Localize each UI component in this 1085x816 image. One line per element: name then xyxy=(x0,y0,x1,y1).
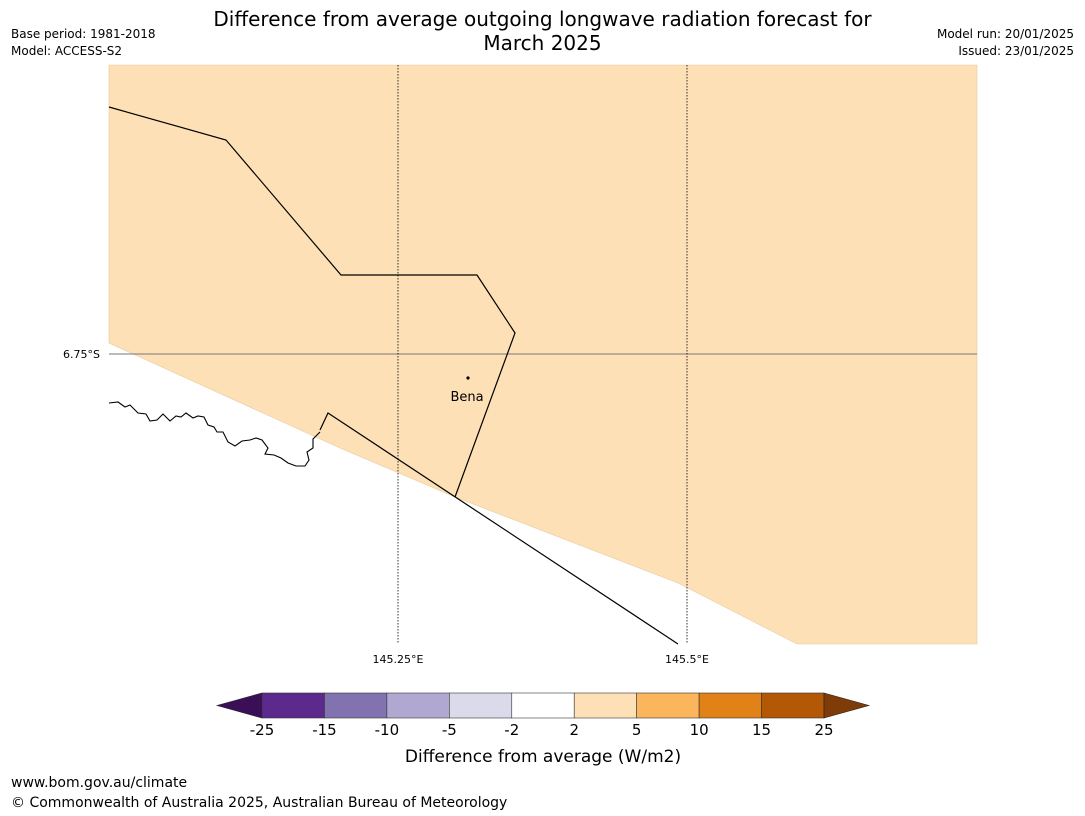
place-label-bena: Bena xyxy=(450,390,483,405)
district-boundary-south xyxy=(319,412,679,645)
meta-left: Base period: 1981-2018 Model: ACCESS-S2 xyxy=(11,26,156,60)
footer-copyright: © Commonwealth of Australia 2025, Austra… xyxy=(11,795,508,811)
colorbar-tick-label: -2 xyxy=(504,721,519,739)
colorbar-tick-label: 2 xyxy=(569,721,579,739)
base-period: Base period: 1981-2018 xyxy=(11,27,156,41)
colorbar-cell xyxy=(636,692,700,719)
model-run: Model run: 20/01/2025 xyxy=(936,27,1074,41)
colorbar-cell xyxy=(261,692,325,719)
meta-right: Model run: 20/01/2025 Issued: 23/01/2025 xyxy=(937,26,1074,60)
footer-url: www.bom.gov.au/climate xyxy=(11,775,188,791)
colorbar-cell xyxy=(698,692,762,719)
colorbar-extend-high xyxy=(823,692,871,719)
colorbar-tick-label: 10 xyxy=(690,721,709,739)
map-title: Difference from average outgoing longwav… xyxy=(160,7,925,55)
colorbar-cell xyxy=(324,692,388,719)
colorbar-tick-label: -5 xyxy=(442,721,457,739)
colorbar-tick-label: 25 xyxy=(814,721,833,739)
coastline xyxy=(108,401,321,467)
colorbar-tick-label: -10 xyxy=(375,721,400,739)
colorbar-tick-label: -15 xyxy=(312,721,337,739)
colorbar-tick-label: 5 xyxy=(632,721,642,739)
issued-date: Issued: 23/01/2025 xyxy=(958,44,1074,58)
colorbar-cells xyxy=(215,692,871,719)
colorbar-tick-label: -25 xyxy=(250,721,275,739)
colorbar-cell xyxy=(386,692,450,719)
bena-marker xyxy=(466,376,470,380)
lon-label-2: 145.5°E xyxy=(665,653,709,666)
colorbar-tick-label: 15 xyxy=(752,721,771,739)
colorbar-cell xyxy=(761,692,825,719)
title-line-2: March 2025 xyxy=(483,31,602,55)
colorbar-cell xyxy=(449,692,513,719)
title-line-1: Difference from average outgoing longwav… xyxy=(213,7,872,31)
colorbar-cell xyxy=(511,692,575,719)
lat-label: 6.75°S xyxy=(63,348,100,361)
colorbar-ticks: -25 -15 -10 -5 -2 2 5 10 15 25 xyxy=(250,721,834,739)
district-boundary xyxy=(108,106,516,498)
colorbar-label: Difference from average (W/m2) xyxy=(405,747,681,767)
colorbar-extend-low xyxy=(215,692,263,719)
colorbar-cell xyxy=(573,692,637,719)
model-name: Model: ACCESS-S2 xyxy=(11,44,123,58)
lon-label-1: 145.25°E xyxy=(373,653,424,666)
